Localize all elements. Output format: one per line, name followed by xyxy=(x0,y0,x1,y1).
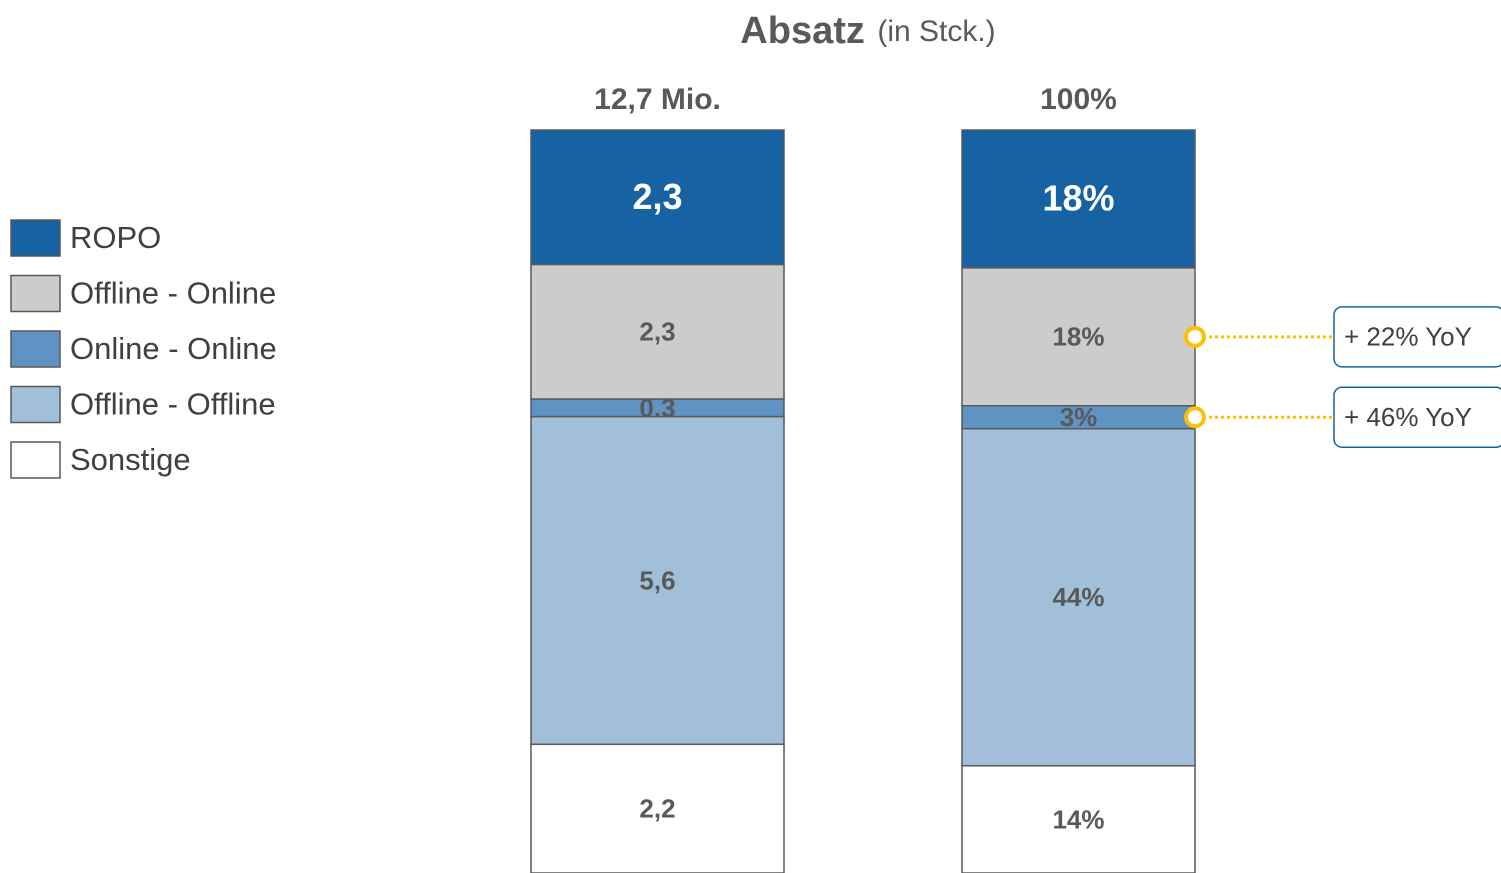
legend-label: Sonstige xyxy=(70,442,191,477)
bar-segment xyxy=(961,129,1196,269)
value-label: 2,2 xyxy=(639,794,675,824)
legend-swatch xyxy=(10,330,61,368)
bar-segment xyxy=(961,267,1196,407)
value-label: 2,3 xyxy=(632,176,682,217)
annotation-text: + 22% YoY xyxy=(1344,322,1472,352)
value-label: 18% xyxy=(1052,322,1104,352)
legend-swatch xyxy=(10,385,61,424)
chart-title: Absatz xyxy=(740,10,865,52)
bar-segment xyxy=(530,129,785,266)
annotation-box xyxy=(1333,386,1501,448)
bar-segment xyxy=(530,415,785,746)
legend-label: Online - Online xyxy=(70,331,277,366)
legend-label: ROPO xyxy=(70,220,161,255)
annotation-box xyxy=(1333,306,1501,368)
annotation-text: + 46% YoY xyxy=(1344,402,1472,432)
legend-label: Offline - Online xyxy=(70,276,276,311)
legend-swatch xyxy=(10,274,61,313)
chart-heading: Absatz (in Stck.) xyxy=(740,10,995,52)
value-label: 5,6 xyxy=(639,565,675,595)
value-label: 44% xyxy=(1052,582,1104,612)
bar-total-label: 12,7 Mio. xyxy=(594,83,721,116)
bar-segment xyxy=(961,765,1196,873)
value-label: 18% xyxy=(1042,177,1114,218)
value-label: 14% xyxy=(1052,804,1104,834)
bar-segment xyxy=(961,427,1196,767)
value-label: 2,3 xyxy=(639,317,675,347)
value-label: 3% xyxy=(1060,402,1098,432)
legend-swatch xyxy=(10,441,61,479)
chart-subtitle: (in Stck.) xyxy=(877,15,995,48)
annotation-dot xyxy=(1184,325,1206,348)
legend-swatch xyxy=(10,219,61,257)
bar-total-label: 100% xyxy=(1040,83,1117,116)
legend-label: Offline - Offline xyxy=(70,387,276,422)
annotation-dot xyxy=(1184,406,1206,429)
bar-segment xyxy=(530,743,785,873)
bar-segment xyxy=(530,263,785,400)
